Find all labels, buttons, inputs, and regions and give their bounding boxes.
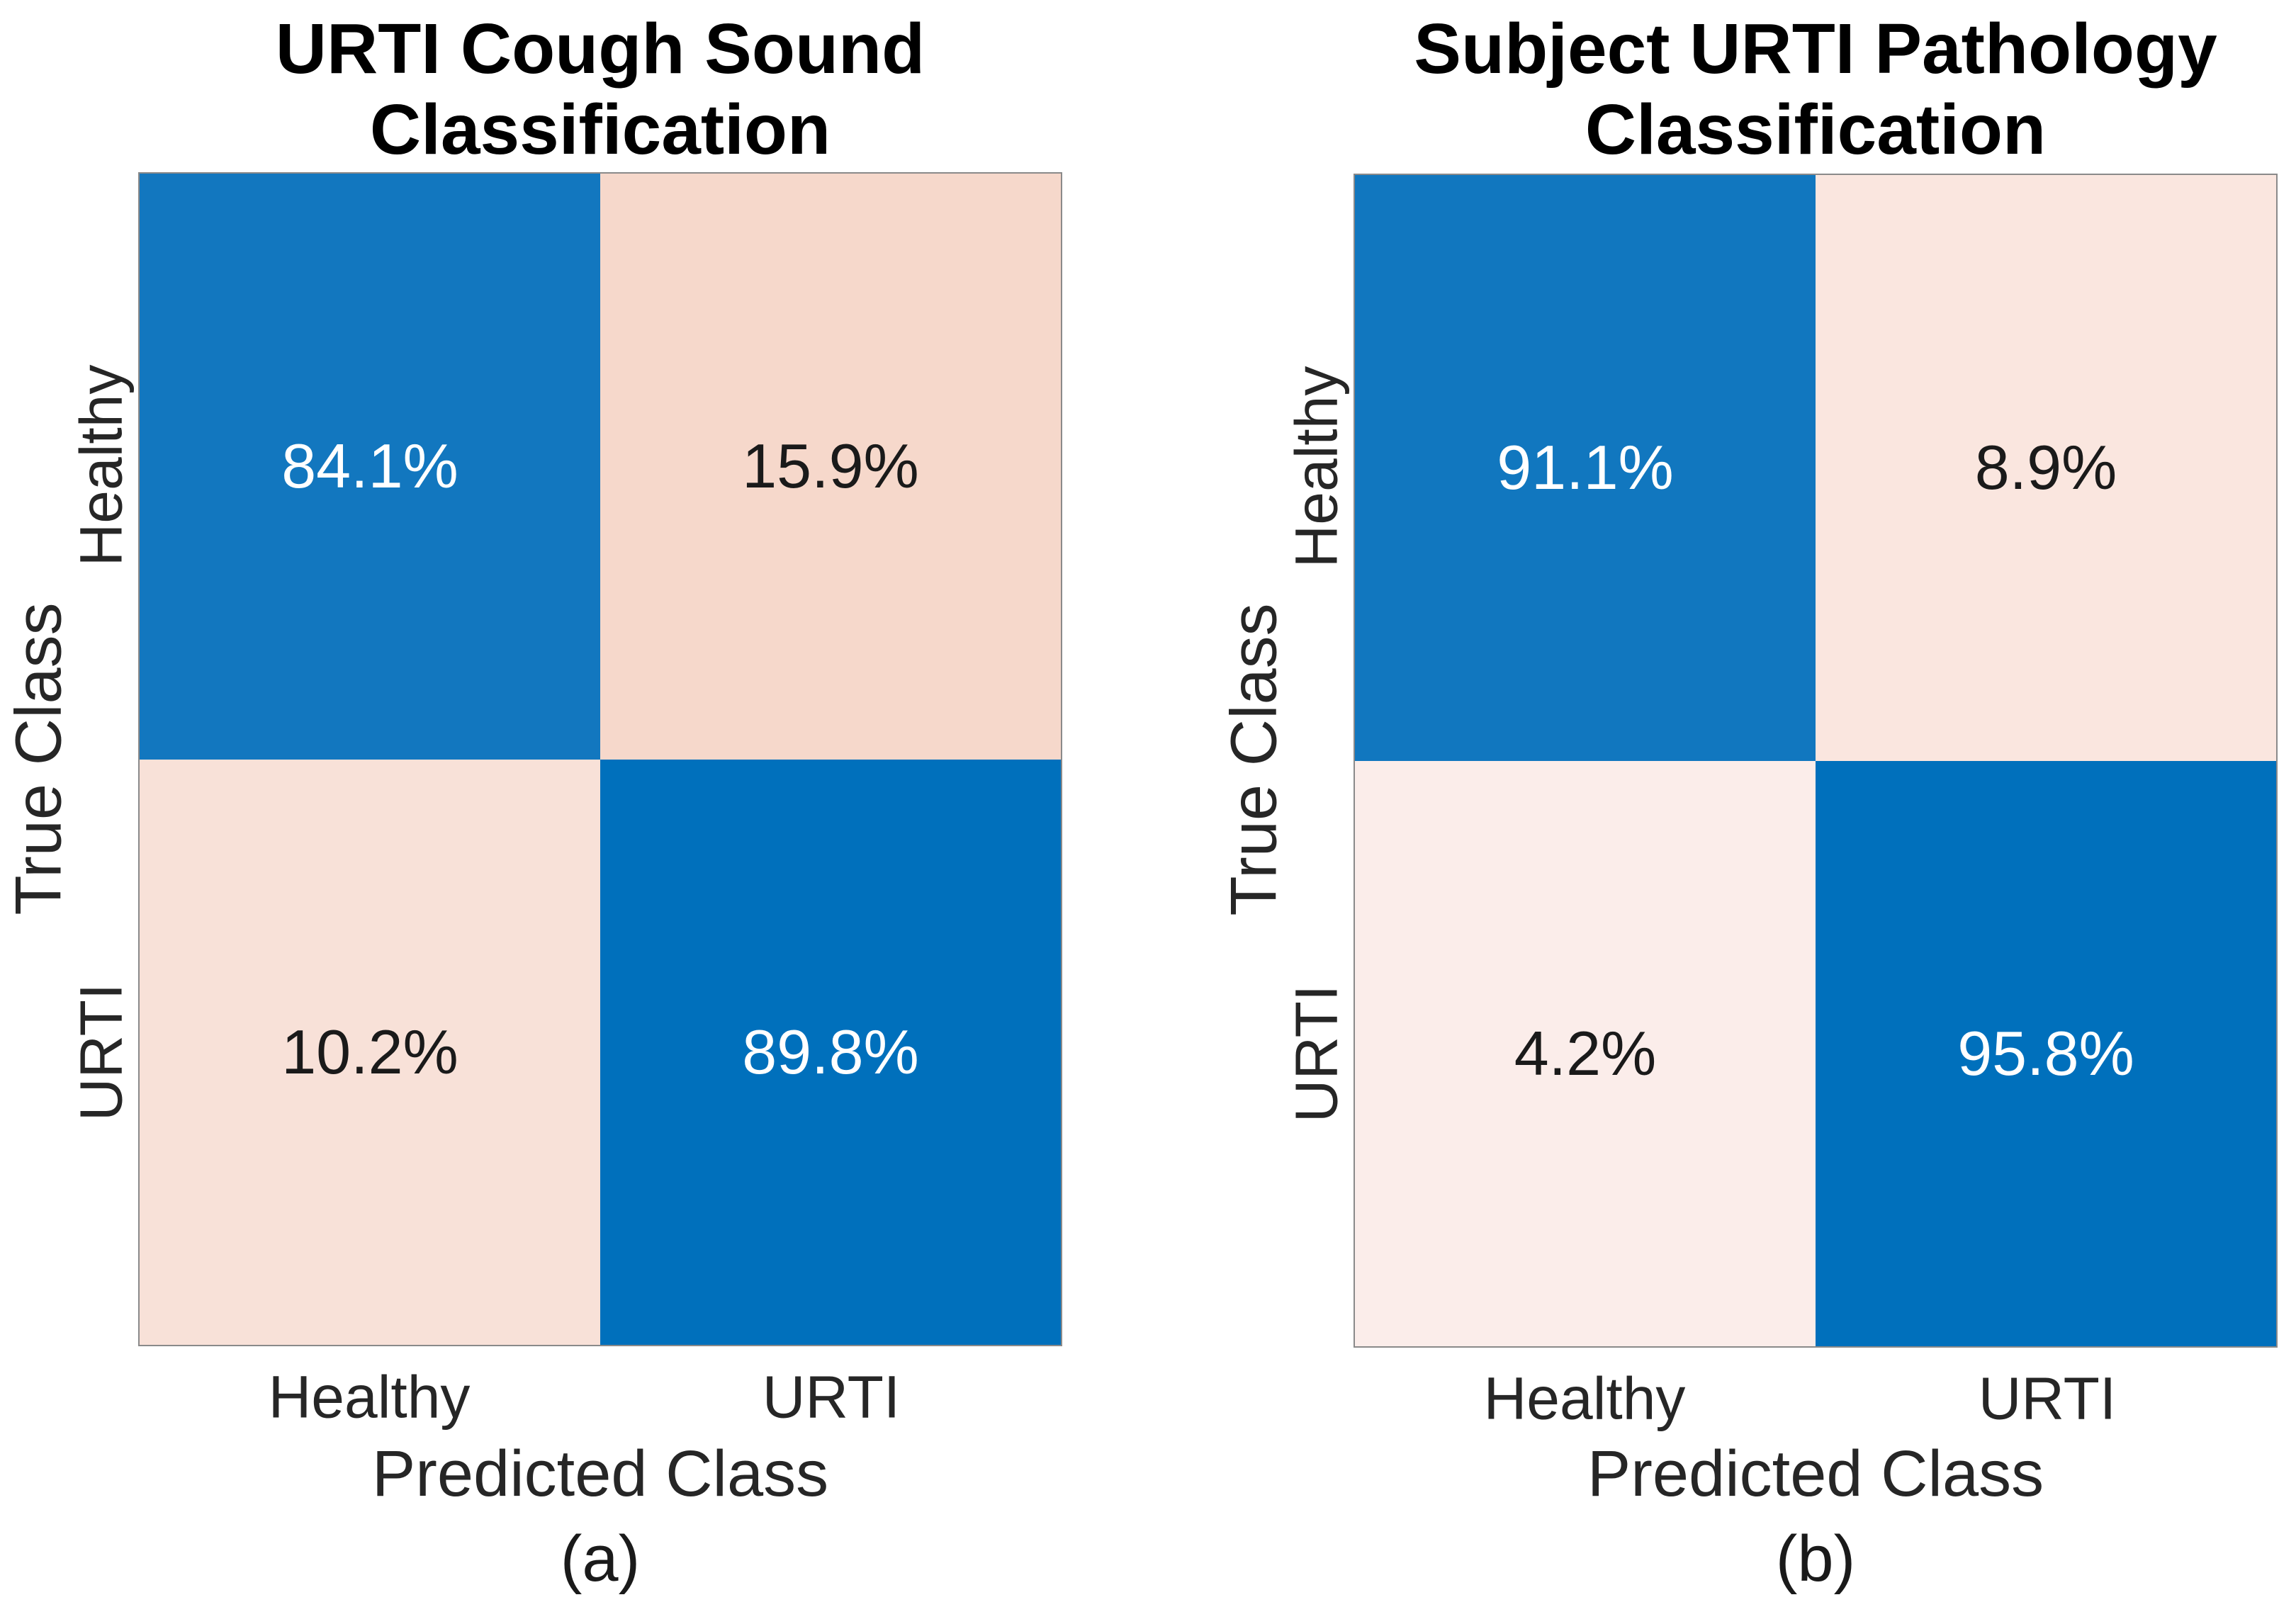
panel-b-title-line1: Subject URTI Pathology — [1414, 9, 2217, 89]
panel-b-cell-healthy-urti: 8.9% — [1816, 175, 2276, 761]
panel-a-ylabel: True Class — [2, 602, 75, 915]
panel-a-cell-healthy-healthy: 84.1% — [140, 174, 600, 760]
panel-a-title: URTI Cough Sound Classification — [276, 9, 925, 170]
panel-b-ytick-urti: URTI — [1283, 984, 1350, 1123]
panel-a-ytick-healthy: Healthy — [67, 364, 135, 567]
panel-b-cell-urti-healthy: 4.2% — [1355, 760, 1816, 1346]
panel-a-xtick-healthy: Healthy — [268, 1363, 471, 1431]
panel-a-caption: (a) — [560, 1523, 641, 1595]
panel-a-title-line2: Classification — [369, 90, 831, 169]
panel-a-cell-healthy-urti: 15.9% — [600, 174, 1061, 760]
panel-a-xlabel: Predicted Class — [371, 1438, 829, 1510]
panel-a-cell-urti-healthy: 10.2% — [140, 759, 600, 1345]
panel-b-ytick-healthy: Healthy — [1283, 366, 1350, 568]
panel-b-ylabel: True Class — [1217, 603, 1290, 916]
panel-a-title-line1: URTI Cough Sound — [275, 9, 925, 89]
panel-b-title-line2: Classification — [1585, 90, 2047, 169]
panel-a-cell-urti-urti: 89.8% — [600, 759, 1061, 1345]
panel-b-cell-healthy-healthy: 91.1% — [1355, 175, 1816, 761]
panel-b-cell-urti-urti: 95.8% — [1816, 760, 2276, 1346]
panel-b-xlabel: Predicted Class — [1587, 1438, 2044, 1510]
panel-a-confusion-matrix: 84.1% 15.9% 10.2% 89.8% — [138, 172, 1062, 1346]
panel-a-xtick-urti: URTI — [762, 1363, 901, 1431]
panel-b-title: Subject URTI Pathology Classification — [1414, 9, 2217, 170]
panel-b-xtick-healthy: Healthy — [1483, 1365, 1686, 1432]
panel-b-xtick-urti: URTI — [1978, 1365, 2117, 1432]
panel-a-ytick-urti: URTI — [67, 983, 135, 1122]
panel-b-confusion-matrix: 91.1% 8.9% 4.2% 95.8% — [1354, 174, 2278, 1348]
panel-b-caption: (b) — [1775, 1523, 1856, 1595]
